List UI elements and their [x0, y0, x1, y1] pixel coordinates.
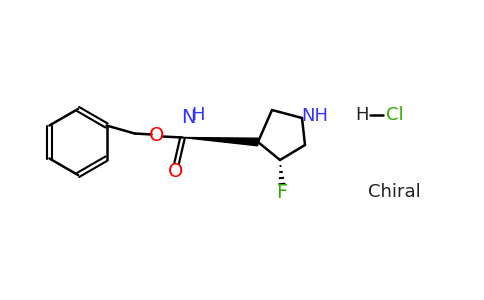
Text: H: H [191, 106, 204, 124]
Text: O: O [149, 126, 164, 145]
Text: O: O [168, 162, 183, 181]
Text: N: N [182, 108, 196, 127]
Text: Cl: Cl [386, 106, 404, 124]
Text: F: F [276, 184, 287, 202]
Text: Chiral: Chiral [368, 183, 421, 201]
Text: NH: NH [302, 107, 329, 125]
Polygon shape [182, 137, 258, 146]
Text: H: H [355, 106, 369, 124]
